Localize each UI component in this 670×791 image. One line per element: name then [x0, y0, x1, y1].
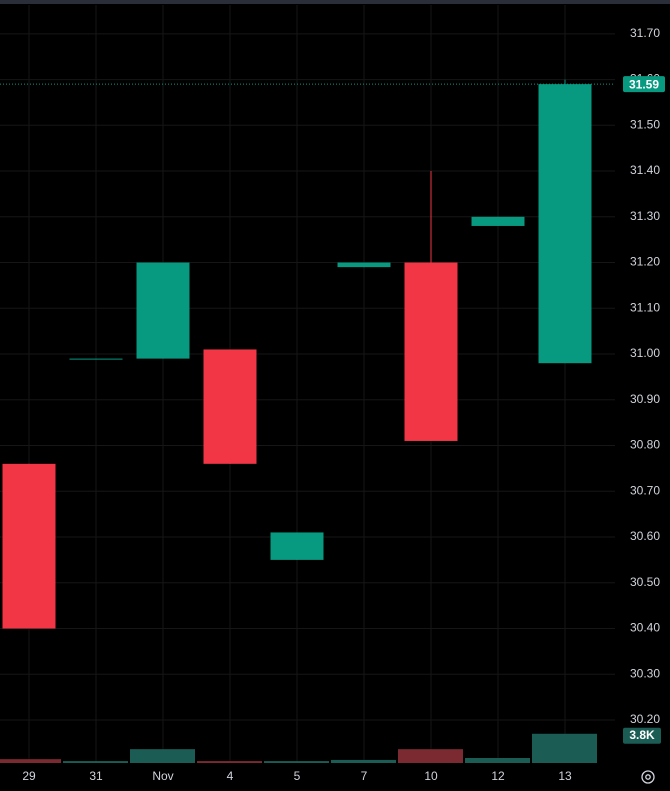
last-price-badge: [623, 76, 665, 93]
y-tick-label: 31.00: [630, 346, 660, 360]
x-tick-label: 10: [424, 769, 438, 783]
candle-body: [270, 532, 324, 560]
candle-body: [471, 216, 525, 226]
candle-body: [404, 262, 458, 441]
volume-label: 3.8K: [629, 728, 655, 742]
candle-body: [136, 262, 190, 359]
candle-body: [69, 358, 123, 360]
volume-bar: [331, 759, 396, 763]
y-tick-label: 30.60: [630, 529, 660, 543]
x-tick-label: 5: [294, 769, 301, 783]
candle-body: [2, 463, 56, 629]
candle-body: [203, 349, 257, 464]
y-tick-label: 30.40: [630, 621, 660, 635]
y-tick-label: 30.30: [630, 666, 660, 680]
y-tick-label: 30.90: [630, 392, 660, 406]
x-tick-label: 13: [558, 769, 572, 783]
y-tick-label: 30.80: [630, 438, 660, 452]
x-tick-label: Nov: [152, 769, 173, 783]
x-tick-label: 7: [361, 769, 368, 783]
gear-outer: [641, 770, 655, 784]
volume-bar: [130, 749, 195, 763]
y-tick-label: 31.30: [630, 209, 660, 223]
y-tick-label: 31.40: [630, 163, 660, 177]
settings-icon[interactable]: [641, 770, 655, 784]
x-tick-label: 29: [22, 769, 36, 783]
gear-inner: [645, 774, 651, 780]
volume-badge: [623, 727, 661, 744]
y-tick-label: 31.10: [630, 300, 660, 314]
x-tick-label: 4: [227, 769, 234, 783]
volume-bar: [63, 761, 128, 763]
volume-bar: [532, 733, 597, 763]
volume-bar: [465, 758, 530, 763]
volume-bar: [197, 761, 262, 763]
volume-bar: [0, 759, 61, 763]
y-tick-label: 30.50: [630, 575, 660, 589]
y-tick-label: 31.70: [630, 26, 660, 40]
top-bar: [0, 0, 670, 4]
last-price-label: 31.59: [629, 77, 659, 91]
volume-bar: [264, 761, 329, 763]
x-tick-label: 31: [89, 769, 103, 783]
candle-body: [538, 84, 592, 364]
y-tick-label: 30.20: [630, 712, 660, 726]
candle-body: [337, 262, 391, 268]
x-tick-label: 12: [491, 769, 505, 783]
y-tick-label: 31.20: [630, 255, 660, 269]
y-tick-label: 30.70: [630, 483, 660, 497]
volume-bar: [398, 749, 463, 763]
y-tick-label: 31.50: [630, 117, 660, 131]
